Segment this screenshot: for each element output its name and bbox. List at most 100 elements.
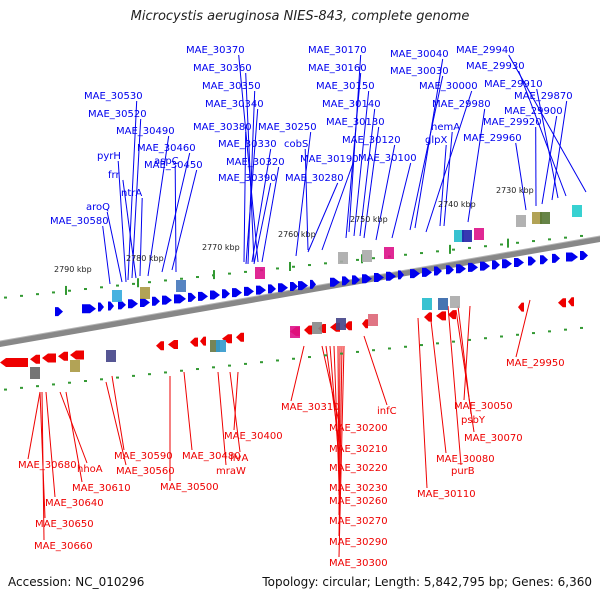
gene-label-plus: ntrA	[121, 188, 142, 199]
plus-strand-gene	[268, 284, 276, 294]
leader-line-plus	[518, 70, 567, 197]
leader-line-plus	[307, 182, 339, 253]
gene-label-plus: MAE_30250	[258, 122, 317, 133]
bottom-dotted-row	[4, 326, 583, 391]
minus-strand-gene	[436, 311, 446, 321]
gene-label-minus: infC	[377, 406, 397, 417]
plus-strand-gene	[188, 292, 196, 302]
gene-label-plus: MAE_30000	[419, 81, 478, 92]
gene-label-plus: MAE_29920	[483, 117, 542, 128]
leader-line-plus	[261, 166, 280, 263]
plus-strand-gene	[422, 267, 432, 277]
leader-line-minus	[333, 345, 340, 483]
leader-line-plus	[106, 211, 123, 283]
minus-strand-gene	[568, 297, 574, 307]
gene-label-plus: MAE_29960	[463, 133, 522, 144]
feature-box	[462, 230, 472, 242]
leader-line-plus	[147, 135, 170, 277]
leader-line-plus	[391, 162, 412, 239]
guide-dot	[500, 335, 503, 338]
leader-line-plus	[536, 88, 559, 199]
leader-line-minus	[290, 345, 305, 402]
scale-tick-label: 2790 kbp	[54, 265, 92, 274]
leader-line-plus	[321, 163, 354, 251]
guide-dot	[100, 378, 103, 381]
feature-box	[70, 360, 80, 372]
plus-strand-gene	[492, 260, 500, 270]
plus-strand-gene	[410, 269, 420, 279]
feature-box	[516, 215, 526, 227]
plus-strand-gene	[456, 264, 466, 274]
gene-label-plus: MAE_30140	[322, 99, 381, 110]
leader-line-plus	[467, 108, 486, 223]
leader-line-plus	[253, 182, 272, 265]
leader-line-plus	[245, 72, 255, 263]
leader-line-minus	[455, 309, 475, 433]
gene-label-plus: hemA	[431, 122, 460, 133]
feature-box	[112, 290, 122, 302]
feature-box	[216, 340, 226, 352]
leader-line-plus	[515, 142, 527, 211]
guide-dot	[228, 364, 231, 367]
feature-box	[176, 280, 186, 292]
gene-label-minus: MAE_30610	[72, 483, 131, 494]
guide-dot	[4, 296, 7, 299]
guide-dot	[84, 380, 87, 383]
leader-line-minus	[105, 381, 127, 466]
guide-dot	[356, 350, 359, 353]
guide-dot	[164, 279, 167, 282]
guide-dot	[132, 374, 135, 377]
gene-label-minus: MAE_30050	[454, 401, 513, 412]
guide-dot	[276, 267, 279, 270]
guide-dot	[180, 277, 183, 280]
gene-label-minus: MAE_30110	[417, 489, 476, 500]
guide-dot	[564, 328, 567, 331]
gene-label-minus: MAE_30590	[114, 451, 173, 462]
gene-label-plus: MAE_30120	[342, 135, 401, 146]
leader-line-plus	[363, 126, 380, 239]
gene-label-plus: MAE_29910	[484, 79, 543, 90]
gene-label-minus: MAE_29950	[506, 358, 565, 369]
gene-labels: 2730 kbp 2740 kbp 2750 kbp 2760 kbp 2770 kbp…	[18, 45, 573, 569]
guide-dot	[244, 362, 247, 365]
guide-dot	[68, 381, 71, 384]
plus-strand-gene	[198, 291, 208, 301]
scale-tick-label: 2780 kbp	[126, 254, 164, 263]
minus-strand-gene	[156, 341, 164, 351]
gene-label-minus: hhoA	[77, 464, 103, 475]
plus-strand-gene	[398, 270, 404, 280]
plus-strand-gene	[128, 299, 138, 309]
gene-label-plus: MAE_29900	[504, 106, 563, 117]
leader-line-plus	[102, 225, 111, 285]
minus-strand-gene	[304, 325, 312, 335]
guide-dot	[372, 257, 375, 260]
leader-line-plus	[127, 100, 138, 281]
guide-dot	[36, 293, 39, 296]
accession-label: Accession: NC_010296	[8, 575, 145, 589]
minus-strand-gene	[0, 358, 28, 367]
gene-label-plus: MAE_30030	[390, 66, 449, 77]
gene-label-minus: MAE_30210	[329, 444, 388, 455]
leader-line-plus	[238, 54, 259, 263]
plus-strand-gene	[98, 302, 104, 312]
plus-strand-gene	[514, 258, 524, 268]
guide-dot	[276, 359, 279, 362]
leader-line-plus	[439, 144, 447, 227]
leader-line-plus	[295, 131, 312, 257]
guide-dot	[100, 286, 103, 289]
leader-line-minus	[429, 311, 447, 454]
plus-strand-gene	[298, 281, 308, 291]
feature-box	[368, 314, 378, 326]
guide-dot	[548, 238, 551, 241]
plus-strand-gene	[362, 274, 372, 284]
gene-label-minus: MAE_30560	[116, 466, 175, 477]
plus-strand-gene	[244, 286, 254, 296]
guide-dot	[404, 345, 407, 348]
plus-strand-gene	[528, 256, 536, 266]
leader-line-plus	[425, 90, 473, 233]
label-leader-lines	[27, 54, 587, 558]
plus-strand-gene	[580, 250, 588, 260]
guide-dot	[164, 371, 167, 374]
guide-dot	[420, 252, 423, 255]
